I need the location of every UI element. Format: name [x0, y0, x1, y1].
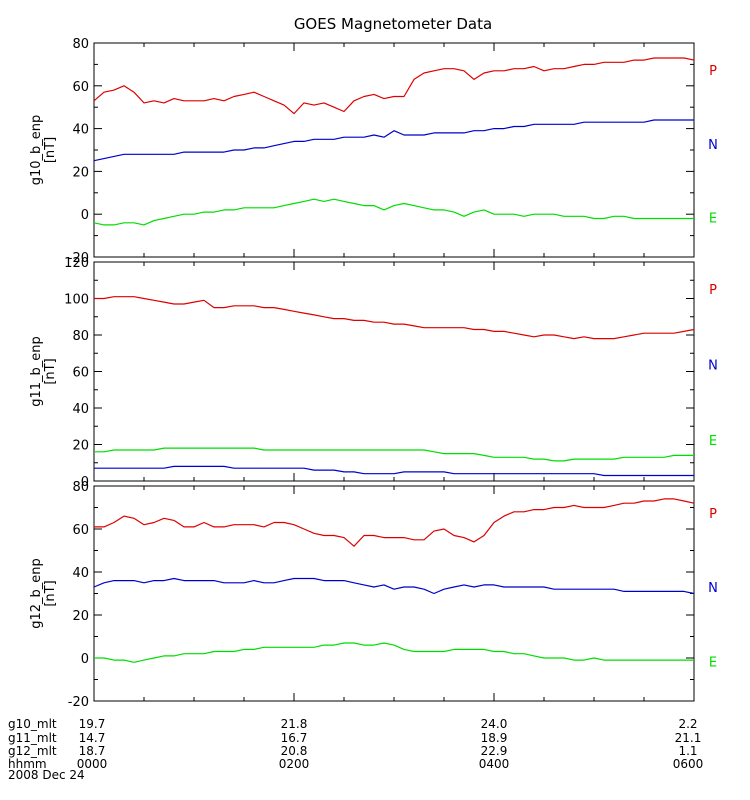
y-axis-label: g11_b_enp [29, 336, 44, 407]
legend-N: N [708, 359, 718, 374]
y-tick-label: 40 [72, 566, 89, 581]
y-tick-label: 60 [72, 80, 89, 95]
y-tick-label: 80 [72, 37, 89, 52]
footer-row-label: g11_mlt [8, 731, 57, 745]
series-line-P [93, 57, 695, 115]
footer-row-value: 0000 [77, 757, 108, 771]
y-tick-label: 60 [72, 366, 89, 381]
footer-row-value: 19.7 [79, 717, 106, 731]
chart-title: GOES Magnetometer Data [294, 15, 492, 33]
y-axis-label: g10_b_enp [29, 115, 44, 186]
y-tick-label: 20 [72, 165, 89, 180]
footer-row-label: g12_mlt [8, 744, 57, 758]
footer-row-value: 21.8 [281, 717, 308, 731]
panel-frame [93, 42, 695, 258]
legend-N: N [708, 138, 718, 153]
footer-row-value: 0400 [479, 757, 510, 771]
footer-row-value: 22.9 [481, 744, 508, 758]
y-tick-label: 40 [72, 123, 89, 138]
footer-row-label: g10_mlt [8, 717, 57, 731]
legend-P: P [709, 283, 717, 298]
footer-row-value: 2.2 [678, 717, 697, 731]
footer-row-value: 21.1 [675, 731, 702, 745]
y-tick-label: 100 [64, 293, 89, 308]
y-tick-label: 0 [81, 475, 89, 490]
y-axis-unit: [nT] [43, 358, 58, 384]
legend-E: E [709, 434, 717, 449]
y-axis-unit: [nT] [43, 137, 58, 163]
time-footer: 2008 Dec 24 g10_mlt 19.7 21.8 24.0 2.2 g11_ml… [8, 717, 703, 782]
y-axis-label: g12_b_enp [29, 558, 44, 629]
y-tick-label: 20 [72, 609, 89, 624]
y-tick-label: -20 [68, 695, 89, 710]
y-tick-label: 20 [72, 439, 89, 454]
series-line-E [94, 642, 694, 663]
footer-row-value: 14.7 [79, 731, 106, 745]
footer-row-value: 24.0 [481, 717, 508, 731]
series-line-P [94, 498, 695, 547]
legend-E: E [709, 655, 717, 670]
panel-2: 0 20 40 60 80 100 120 g11_b_enp [nT] P N E [29, 256, 718, 490]
y-tick-label: 0 [81, 208, 89, 223]
legend-P: P [709, 64, 717, 79]
panel-1: -20 0 20 40 60 80 g10_b_enp [nT] P N E [29, 37, 718, 266]
y-tick-label: 120 [64, 256, 89, 271]
legend-E: E [709, 212, 717, 227]
y-tick-label: 60 [72, 523, 89, 538]
y-axis-unit: [nT] [43, 580, 58, 606]
footer-row-value: 18.9 [481, 731, 508, 745]
series-line-E [94, 447, 694, 462]
footer-row-value: 0600 [673, 757, 704, 771]
series-line-N [93, 119, 694, 162]
y-tick-label: -20 [68, 251, 89, 266]
footer-row-value: 16.7 [281, 731, 308, 745]
y-tick-label: 80 [72, 480, 89, 495]
footer-row-value: 18.7 [79, 744, 106, 758]
footer-row-value: 1.1 [678, 744, 697, 758]
footer-row-value: 20.8 [281, 744, 308, 758]
series-line-P [94, 296, 695, 340]
series-line-N [93, 577, 695, 595]
series-line-N [94, 465, 694, 477]
date-label: 2008 Dec 24 [8, 768, 85, 782]
legend-P: P [709, 507, 717, 522]
legend-N: N [708, 581, 718, 596]
y-tick-label: 80 [72, 329, 89, 344]
panel-3: -20 0 20 40 60 80 g12_b_enp [nT] P N E [29, 480, 718, 710]
panel-frame [93, 485, 695, 702]
footer-row-label: hhmm [8, 757, 47, 771]
series-line-E [93, 198, 694, 226]
y-tick-label: 40 [72, 402, 89, 417]
footer-row-value: 0200 [279, 757, 310, 771]
y-tick-label: 0 [81, 652, 89, 667]
